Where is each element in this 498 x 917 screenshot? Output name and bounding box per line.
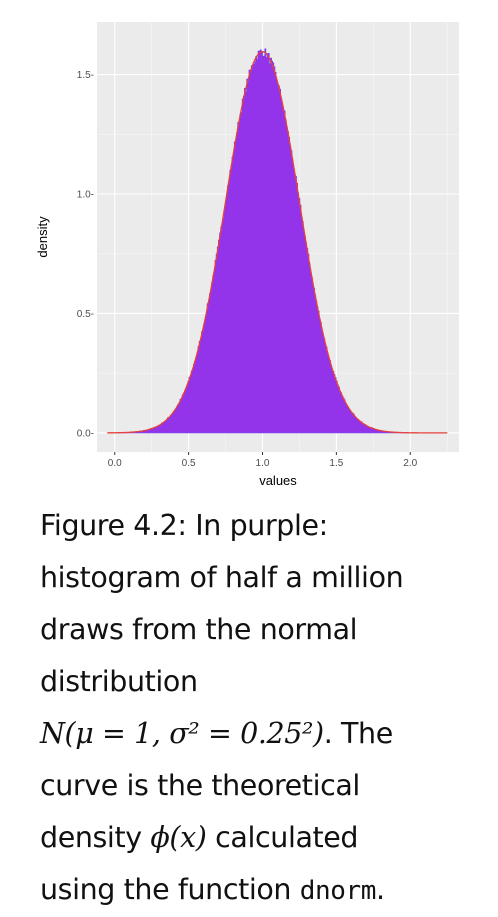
caption-line-8: using the function dnorm. xyxy=(40,864,480,917)
x-tick-label: 0.5 xyxy=(182,458,196,469)
x-tick-label: 0.0 xyxy=(108,458,122,469)
y-axis-title: density xyxy=(35,216,50,258)
function-name-code: dnorm xyxy=(299,876,377,906)
caption-line-4: distribution xyxy=(40,665,198,698)
normal-distribution-formula: N(μ = 1, σ² = 0.25²) xyxy=(40,717,324,750)
caption-text: density xyxy=(40,821,151,854)
caption-text: . The xyxy=(323,717,394,750)
y-tick-label: 1.0- xyxy=(77,190,94,201)
x-tick-label: 1.5 xyxy=(329,458,343,469)
density-chart: 0.0-0.5-1.0-1.5- 0.0 0.5 1.0 1.5 2.0 values … xyxy=(35,22,459,488)
histogram-figure: 0.0- 0.5- 1.0- 1.5- 0.0 0.5 1.0 1.5 2.0 values … xyxy=(35,22,459,488)
x-axis-title: values xyxy=(259,473,297,488)
y-tick-label: 0.5- xyxy=(77,309,94,320)
caption-line-7: density ϕ(x) calculated xyxy=(40,812,480,864)
phi-formula: ϕ(x) xyxy=(150,821,207,854)
caption-line-3: draws from the normal xyxy=(40,613,358,646)
y-axis: 0.0- 0.5- 1.0- 1.5- xyxy=(77,70,94,439)
y-tick-label: 1.5- xyxy=(77,70,94,81)
x-tick-label: 2.0 xyxy=(403,458,417,469)
caption-line-1: Figure 4.2: In purple: xyxy=(40,509,328,542)
caption-line-6: curve is the theoretical xyxy=(40,769,360,802)
caption-text: calculated xyxy=(206,821,359,854)
density-curve xyxy=(107,51,448,434)
caption-text: . xyxy=(376,873,385,906)
figure-caption: Figure 4.2: In purple: histogram of half… xyxy=(40,500,480,917)
y-tick-label: 0.0- xyxy=(77,428,94,439)
x-axis: 0.0 0.5 1.0 1.5 2.0 xyxy=(108,452,418,469)
caption-line-5: N(μ = 1, σ² = 0.25²). The xyxy=(40,708,480,760)
histogram-area xyxy=(107,48,448,433)
x-tick-label: 1.0 xyxy=(256,458,270,469)
caption-line-2: histogram of half a million xyxy=(40,561,404,594)
caption-text: using the function xyxy=(40,873,300,906)
